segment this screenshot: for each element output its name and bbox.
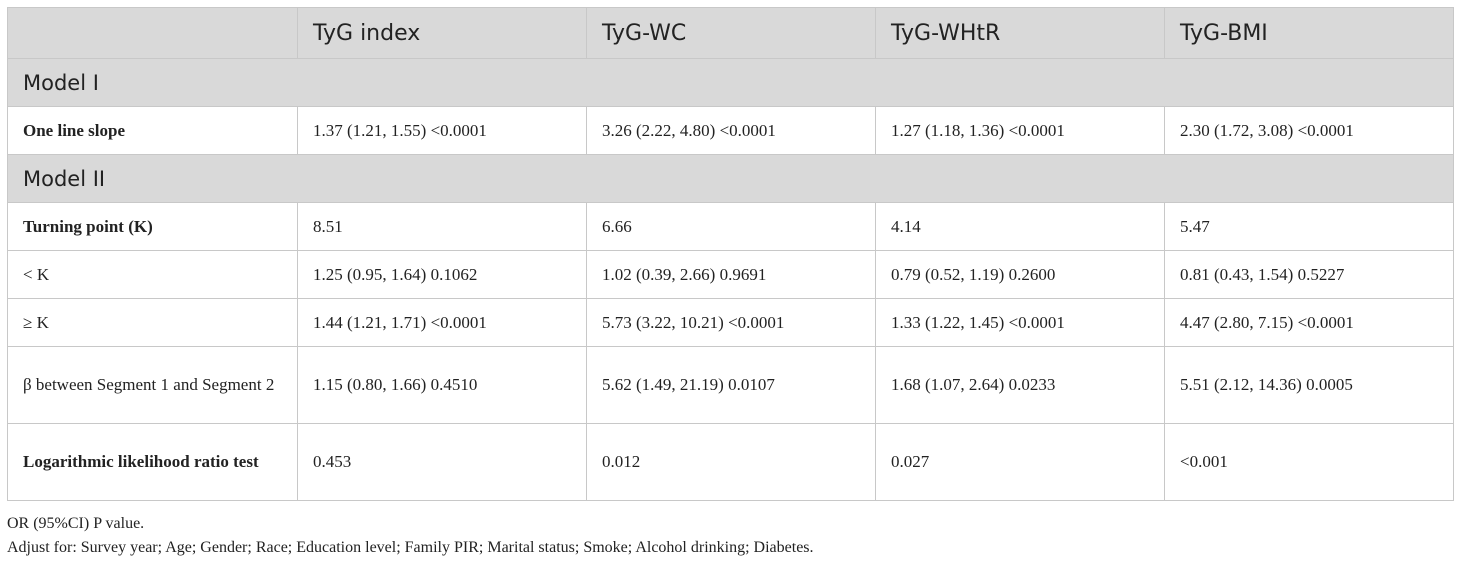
footnote-adjustment: Adjust for: Survey year; Age; Gender; Ra… <box>7 539 814 556</box>
row-label: Turning point (K) <box>7 202 298 251</box>
table-row-one-line-slope: One line slope 1.37 (1.21, 1.55) <0.0001… <box>7 106 1454 155</box>
row-label: ≥ K <box>7 298 298 347</box>
table-cell: 1.15 (0.80, 1.66) 0.4510 <box>297 346 587 424</box>
header-cell-tyg-wc: TyG-WC <box>586 7 876 59</box>
row-label: One line slope <box>7 106 298 155</box>
table-row-above-k: ≥ K 1.44 (1.21, 1.71) <0.0001 5.73 (3.22… <box>7 298 1454 347</box>
header-row: TyG index TyG-WC TyG-WHtR TyG-BMI <box>7 7 1454 59</box>
table-footnotes: OR (95%CI) P value. Adjust for: Survey y… <box>7 512 814 560</box>
table-cell: 1.33 (1.22, 1.45) <0.0001 <box>875 298 1165 347</box>
table-row-log-likelihood-ratio-test: Logarithmic likelihood ratio test 0.453 … <box>7 423 1454 501</box>
table-cell: 1.02 (0.39, 2.66) 0.9691 <box>586 250 876 299</box>
table-cell: 5.51 (2.12, 14.36) 0.0005 <box>1164 346 1454 424</box>
table-cell: 0.027 <box>875 423 1165 501</box>
footnote-or-definition: OR (95%CI) P value. <box>7 515 145 532</box>
results-table: TyG index TyG-WC TyG-WHtR TyG-BMI Model … <box>7 7 1454 501</box>
row-label: β between Segment 1 and Segment 2 <box>7 346 298 424</box>
table-cell: 1.68 (1.07, 2.64) 0.0233 <box>875 346 1165 424</box>
table-cell: 5.62 (1.49, 21.19) 0.0107 <box>586 346 876 424</box>
header-cell-tyg-whtr: TyG-WHtR <box>875 7 1165 59</box>
table-cell: 1.44 (1.21, 1.71) <0.0001 <box>297 298 587 347</box>
table-cell: 6.66 <box>586 202 876 251</box>
table-cell: 1.37 (1.21, 1.55) <0.0001 <box>297 106 587 155</box>
section-label-model-1: Model I <box>7 58 1454 107</box>
table-cell: 1.25 (0.95, 1.64) 0.1062 <box>297 250 587 299</box>
table-cell: 5.47 <box>1164 202 1454 251</box>
table-cell: 2.30 (1.72, 3.08) <0.0001 <box>1164 106 1454 155</box>
section-label-model-2: Model II <box>7 154 1454 203</box>
section-row-model-1: Model I <box>7 58 1454 107</box>
table-cell: 5.73 (3.22, 10.21) <0.0001 <box>586 298 876 347</box>
header-cell-empty <box>7 7 298 59</box>
results-table-container: TyG index TyG-WC TyG-WHtR TyG-BMI Model … <box>7 7 1454 501</box>
table-cell: 0.81 (0.43, 1.54) 0.5227 <box>1164 250 1454 299</box>
header-cell-tyg-index: TyG index <box>297 7 587 59</box>
table-row-beta-between-segments: β between Segment 1 and Segment 2 1.15 (… <box>7 346 1454 424</box>
header-cell-tyg-bmi: TyG-BMI <box>1164 7 1454 59</box>
table-row-below-k: < K 1.25 (0.95, 1.64) 0.1062 1.02 (0.39,… <box>7 250 1454 299</box>
section-row-model-2: Model II <box>7 154 1454 203</box>
table-cell: 1.27 (1.18, 1.36) <0.0001 <box>875 106 1165 155</box>
table-cell: 0.453 <box>297 423 587 501</box>
table-cell: 0.79 (0.52, 1.19) 0.2600 <box>875 250 1165 299</box>
row-label: < K <box>7 250 298 299</box>
table-row-turning-point: Turning point (K) 8.51 6.66 4.14 5.47 <box>7 202 1454 251</box>
table-cell: 4.14 <box>875 202 1165 251</box>
table-cell: 4.47 (2.80, 7.15) <0.0001 <box>1164 298 1454 347</box>
table-cell: 0.012 <box>586 423 876 501</box>
table-cell: 3.26 (2.22, 4.80) <0.0001 <box>586 106 876 155</box>
table-cell: 8.51 <box>297 202 587 251</box>
row-label: Logarithmic likelihood ratio test <box>7 423 298 501</box>
table-cell: <0.001 <box>1164 423 1454 501</box>
